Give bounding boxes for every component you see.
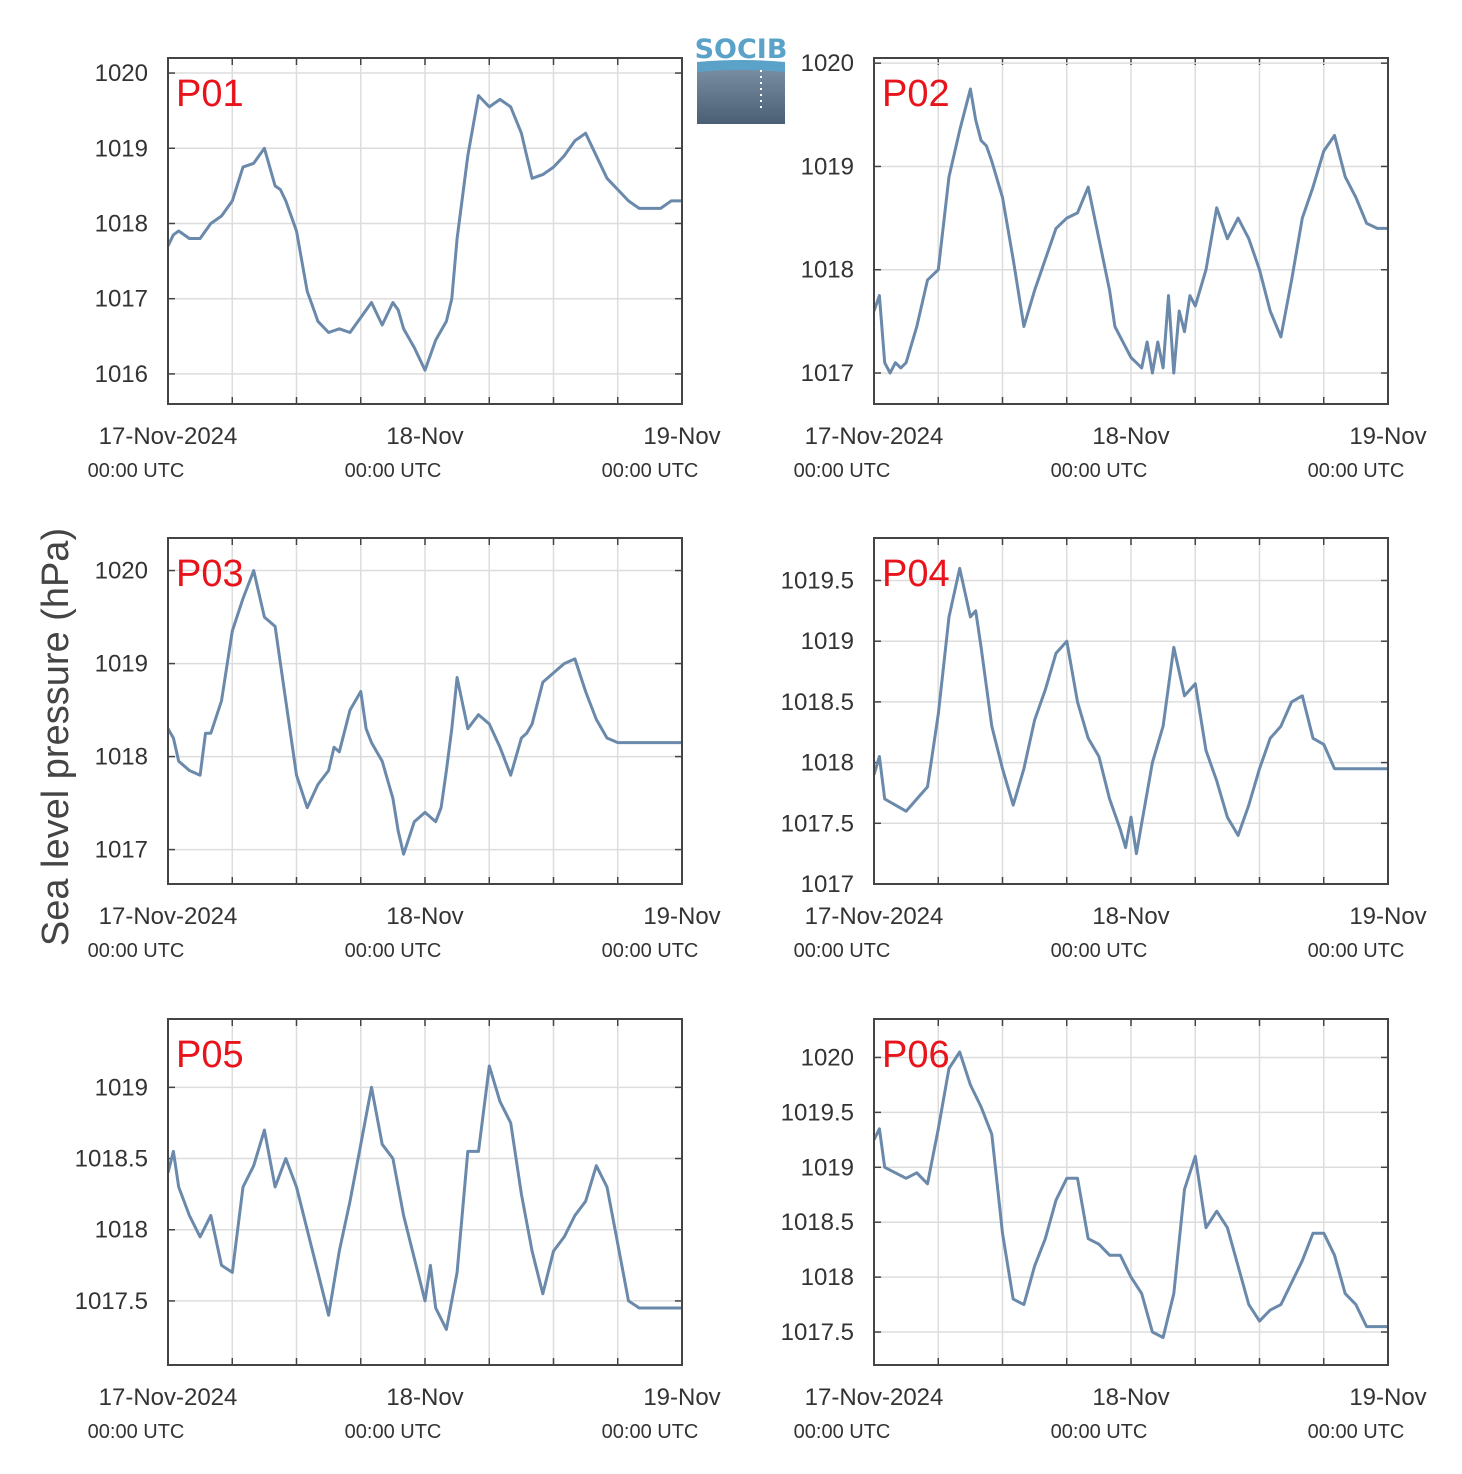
x-tick-label: 19-Nov: [643, 903, 720, 930]
x-tick-label: 18-Nov: [386, 1384, 463, 1411]
y-tick-label: 1018: [801, 257, 854, 284]
y-tick-label: 1019: [95, 135, 148, 162]
y-tick-label: 1018: [801, 1264, 854, 1291]
y-axis-label: Sea level pressure (hPa): [35, 528, 77, 946]
x-tick-sublabel: 00:00 UTC: [1051, 460, 1148, 482]
x-tick-sublabel: 00:00 UTC: [794, 460, 891, 482]
x-tick-sublabel: 00:00 UTC: [345, 1421, 442, 1443]
x-tick-label: 17-Nov-2024: [805, 903, 944, 930]
x-tick-sublabel: 00:00 UTC: [602, 460, 699, 482]
x-tick-label: 17-Nov-2024: [805, 423, 944, 450]
x-tick-label: 18-Nov: [1092, 1384, 1169, 1411]
x-tick-label: 19-Nov: [1349, 903, 1426, 930]
y-tick-label: 1018: [95, 210, 148, 237]
socib-logo-wave: [697, 60, 785, 72]
y-tick-label: 1017.5: [75, 1288, 148, 1315]
x-tick-label: 19-Nov: [1349, 423, 1426, 450]
plot-frame: [873, 537, 1389, 885]
x-tick-sublabel: 00:00 UTC: [1308, 1421, 1405, 1443]
y-tick-label: 1019.5: [781, 567, 854, 594]
y-tick-label: 1020: [95, 60, 148, 87]
y-tick-label: 1019: [801, 153, 854, 180]
x-tick-label: 19-Nov: [1349, 1384, 1426, 1411]
plot-frame: [873, 1018, 1389, 1366]
plot-frame: [167, 1018, 683, 1366]
x-tick-label: 18-Nov: [1092, 903, 1169, 930]
panel-label: P05: [176, 1034, 244, 1076]
socib-logo-text: SOCIB: [695, 34, 788, 65]
panel-label: P02: [882, 73, 950, 115]
series-line: [168, 94, 682, 372]
y-tick-label: 1019: [95, 651, 148, 678]
x-tick-sublabel: 00:00 UTC: [1308, 940, 1405, 962]
y-tick-label: 1017: [95, 286, 148, 313]
y-tick-label: 1018: [801, 750, 854, 777]
x-tick-label: 17-Nov-2024: [99, 423, 238, 450]
x-tick-sublabel: 00:00 UTC: [1308, 460, 1405, 482]
y-tick-label: 1016: [95, 361, 148, 388]
series-line: [168, 569, 682, 856]
x-tick-label: 17-Nov-2024: [99, 903, 238, 930]
socib-logo: SOCIB: [695, 34, 788, 124]
plot-frame: [167, 57, 683, 405]
series-line: [874, 1050, 1388, 1339]
y-tick-label: 1019: [801, 1154, 854, 1181]
x-tick-label: 17-Nov-2024: [805, 1384, 944, 1411]
x-tick-sublabel: 00:00 UTC: [602, 940, 699, 962]
y-tick-label: 1017: [801, 360, 854, 387]
x-tick-sublabel: 00:00 UTC: [88, 460, 185, 482]
panel-label: P06: [882, 1034, 950, 1076]
series-line: [874, 566, 1388, 856]
y-tick-label: 1018.5: [781, 1209, 854, 1236]
y-tick-label: 1019.5: [781, 1099, 854, 1126]
y-tick-label: 1017.5: [781, 810, 854, 837]
panel-p03: 1017 1018 1019 1020 P03 17-Nov-2024 00:00 UTC 1…: [88, 537, 721, 962]
y-tick-label: 1017.5: [781, 1319, 854, 1346]
plots-group: 1016 1017 1018 1019 1020 P01 17-Nov-2024 00:00 …: [75, 50, 1427, 1443]
panel-label: P03: [176, 553, 244, 595]
x-tick-sublabel: 00:00 UTC: [88, 1421, 185, 1443]
x-tick-label: 18-Nov: [1092, 423, 1169, 450]
x-tick-label: 18-Nov: [386, 423, 463, 450]
y-tick-label: 1018: [95, 1217, 148, 1244]
y-tick-label: 1018.5: [781, 689, 854, 716]
y-tick-label: 1019: [801, 628, 854, 655]
series-line: [874, 87, 1388, 375]
socib-logo-panel: [697, 62, 785, 124]
y-tick-label: 1019: [95, 1074, 148, 1101]
y-tick-label: 1018: [95, 744, 148, 771]
y-tick-label: 1017: [95, 837, 148, 864]
x-tick-label: 17-Nov-2024: [99, 1384, 238, 1411]
x-tick-sublabel: 00:00 UTC: [602, 1421, 699, 1443]
y-tick-label: 1018.5: [75, 1146, 148, 1173]
y-tick-label: 1020: [801, 1044, 854, 1071]
y-tick-label: 1020: [801, 50, 854, 77]
x-tick-label: 19-Nov: [643, 423, 720, 450]
x-tick-sublabel: 00:00 UTC: [88, 940, 185, 962]
panel-label: P01: [176, 73, 244, 115]
series-line: [168, 1064, 682, 1331]
panel-p06: 1017.5 1018 1018.5 1019 1019.5 1020 P06 17-Nov-…: [781, 1018, 1427, 1443]
plot-frame: [873, 57, 1389, 405]
x-tick-sublabel: 00:00 UTC: [794, 1421, 891, 1443]
x-tick-sublabel: 00:00 UTC: [794, 940, 891, 962]
x-tick-label: 19-Nov: [643, 1384, 720, 1411]
x-tick-label: 18-Nov: [386, 903, 463, 930]
y-tick-label: 1017: [801, 871, 854, 898]
x-tick-sublabel: 00:00 UTC: [345, 940, 442, 962]
panel-p05: 1017.5 1018 1018.5 1019 P05 17-Nov-2024 00:00 …: [75, 1018, 721, 1443]
panel-p02: 1017 1018 1019 1020 P02 17-Nov-2024 00:00 UTC 1…: [794, 50, 1427, 482]
x-tick-sublabel: 00:00 UTC: [1051, 1421, 1148, 1443]
x-tick-sublabel: 00:00 UTC: [1051, 940, 1148, 962]
panel-p01: 1016 1017 1018 1019 1020 P01 17-Nov-2024 00:00 …: [88, 57, 721, 482]
plot-frame: [167, 537, 683, 885]
panel-p04: 1017 1017.5 1018 1018.5 1019 1019.5 P04 17-Nov-…: [781, 537, 1427, 962]
x-tick-sublabel: 00:00 UTC: [345, 460, 442, 482]
panel-label: P04: [882, 553, 950, 595]
y-tick-label: 1020: [95, 558, 148, 585]
